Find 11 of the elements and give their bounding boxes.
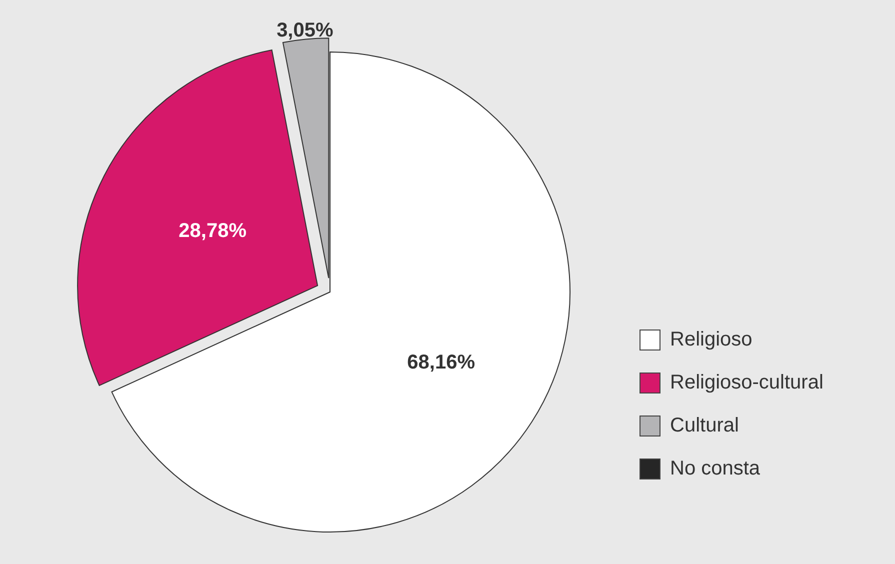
legend-item: Cultural — [640, 414, 739, 436]
legend-label: No consta — [670, 457, 761, 480]
legend-label: Cultural — [670, 414, 739, 436]
legend-item: Religioso — [640, 328, 752, 350]
legend-item: Religioso-cultural — [640, 371, 824, 394]
data-label: 28,78% — [178, 220, 247, 242]
data-label: 3,05% — [276, 19, 334, 42]
legend-label: Religioso — [670, 328, 752, 350]
data-label: 68,16% — [407, 352, 476, 374]
legend-item: No consta — [640, 457, 760, 480]
legend-label: Religioso-cultural — [670, 371, 824, 394]
